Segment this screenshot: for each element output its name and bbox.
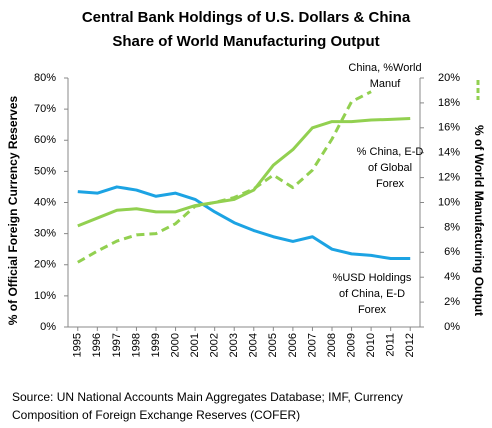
y2-tick-label: 18% [438, 97, 460, 109]
y-tick-label: 60% [34, 134, 56, 146]
x-tick-label: 2000 [169, 333, 181, 357]
y2-tick-label: 12% [438, 172, 460, 184]
x-tick-label: 2006 [287, 333, 299, 357]
series-label: Forex [376, 178, 405, 190]
y2-tick-label: 0% [444, 321, 460, 333]
x-tick-label: 1995 [72, 333, 84, 357]
y-tick-label: 10% [34, 290, 56, 302]
x-tick-label: 1997 [111, 333, 123, 357]
x-tick-label: 2003 [228, 333, 240, 357]
y2-axis-label: % of World Manufacturing Output [472, 125, 486, 316]
series-label: of Global [368, 162, 412, 174]
x-tick-label: 2004 [248, 333, 260, 357]
x-tick-label: 1999 [150, 333, 162, 357]
source: Source: UN National Accounts Main Aggreg… [12, 390, 403, 404]
series-line [77, 116, 411, 228]
y-tick-label: 70% [34, 103, 56, 115]
x-tick-label: 1998 [130, 333, 142, 357]
series-label: China, %World [348, 62, 421, 74]
x-tick-label: 2007 [306, 333, 318, 357]
x-tick-label: 2001 [189, 333, 201, 357]
series-label: Manuf [370, 78, 402, 90]
chart-title: Share of World Manufacturing Output [112, 33, 379, 50]
x-tick-label: 2008 [326, 333, 338, 357]
y-tick-label: 30% [34, 228, 56, 240]
series-label: %USD Holdings [333, 272, 412, 284]
y-axis-label: % of Official Foreign Currency Reserves [6, 95, 20, 325]
chart-title: Central Bank Holdings of U.S. Dollars & … [82, 9, 411, 26]
y2-tick-label: 4% [444, 271, 460, 283]
y2-tick-label: 8% [444, 221, 460, 233]
source: Composition of Foreign Exchange Reserves… [12, 408, 300, 422]
x-tick-label: 1996 [91, 333, 103, 357]
y2-tick-label: 14% [438, 147, 460, 159]
y-tick-label: 80% [34, 72, 56, 84]
y-tick-label: 50% [34, 165, 56, 177]
x-tick-label: 2002 [209, 333, 221, 357]
y2-tick-label: 2% [444, 296, 460, 308]
x-tick-label: 2009 [345, 333, 357, 357]
series-line [77, 90, 372, 264]
y-tick-label: 0% [40, 321, 56, 333]
y2-tick-label: 20% [438, 72, 460, 84]
y-tick-label: 20% [34, 259, 56, 271]
series-label: of China, E-D [339, 288, 405, 300]
y2-tick-label: 10% [438, 196, 460, 208]
series-line [77, 185, 411, 261]
y2-tick-label: 16% [438, 122, 460, 134]
x-tick-label: 2011 [385, 333, 397, 357]
x-tick-label: 2005 [267, 333, 279, 357]
x-tick-label: 2012 [404, 333, 416, 357]
y2-tick-label: 6% [444, 246, 460, 258]
x-tick-label: 2010 [365, 333, 377, 357]
series-label: % China, E-D [357, 146, 424, 158]
series-label: Forex [358, 304, 387, 316]
y-tick-label: 40% [34, 196, 56, 208]
